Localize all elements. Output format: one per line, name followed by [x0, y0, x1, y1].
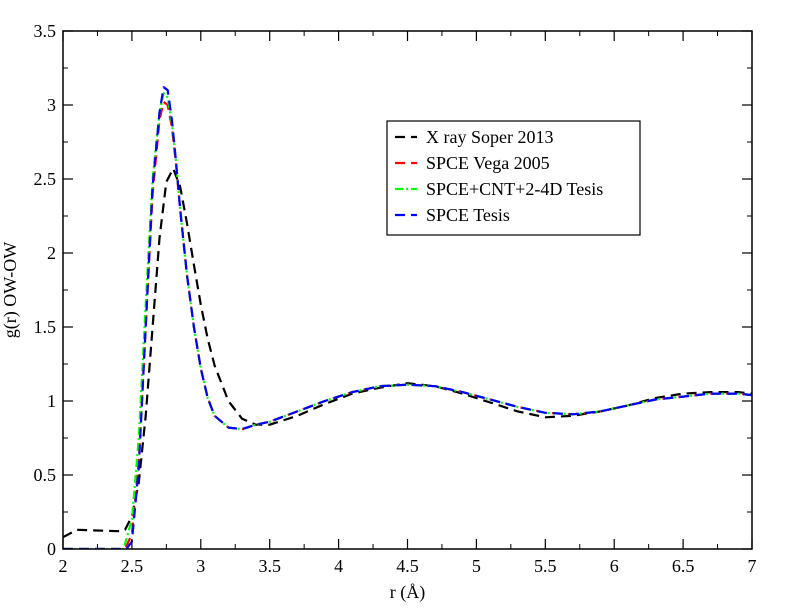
- y-tick-label: 1.5: [34, 317, 57, 337]
- legend-label-4: SPCE Tesis: [426, 205, 510, 225]
- x-tick-label: 2: [59, 556, 68, 576]
- y-axis-title: g(r) OW-OW: [0, 242, 21, 338]
- legend: X ray Soper 2013 SPCE Vega 2005 SPCE+CNT+2…: [386, 120, 641, 236]
- plot-area: [63, 86, 752, 549]
- y-tick-label: 3: [47, 95, 56, 115]
- series-line-4: [63, 86, 752, 549]
- x-tick-label: 6.5: [672, 556, 695, 576]
- axes: 2 2.5 3 3.5 4 4.5 5 5.5 6 6.5 7 0 0.5 1 1.5 2 2.5 3 3.5: [34, 21, 757, 576]
- x-tick-label: 4.5: [396, 556, 419, 576]
- legend-label-3: SPCE+CNT+2-4D Tesis: [426, 179, 603, 199]
- x-tick-label: 5: [472, 556, 481, 576]
- y-tick-label: 2.5: [34, 169, 57, 189]
- x-axis-title: r (Å): [390, 582, 425, 603]
- y-tick-label: 1: [47, 391, 56, 411]
- series-line-1: [63, 167, 752, 539]
- x-tick-label: 3: [196, 556, 205, 576]
- y-tick-label: 0.5: [34, 465, 57, 485]
- x-tick-label: 4: [334, 556, 343, 576]
- y-tick-label: 3.5: [34, 21, 57, 41]
- legend-label-1: X ray Soper 2013: [426, 127, 553, 147]
- x-tick-label: 2.5: [121, 556, 144, 576]
- x-tick-label: 6: [610, 556, 619, 576]
- x-tick-label: 3.5: [258, 556, 281, 576]
- y-tick-label: 0: [47, 539, 56, 559]
- legend-label-2: SPCE Vega 2005: [426, 153, 550, 173]
- x-tick-label: 5.5: [534, 556, 557, 576]
- y-tick-label: 2: [47, 243, 56, 263]
- x-tick-label: 7: [748, 556, 757, 576]
- legend-box: [386, 120, 641, 236]
